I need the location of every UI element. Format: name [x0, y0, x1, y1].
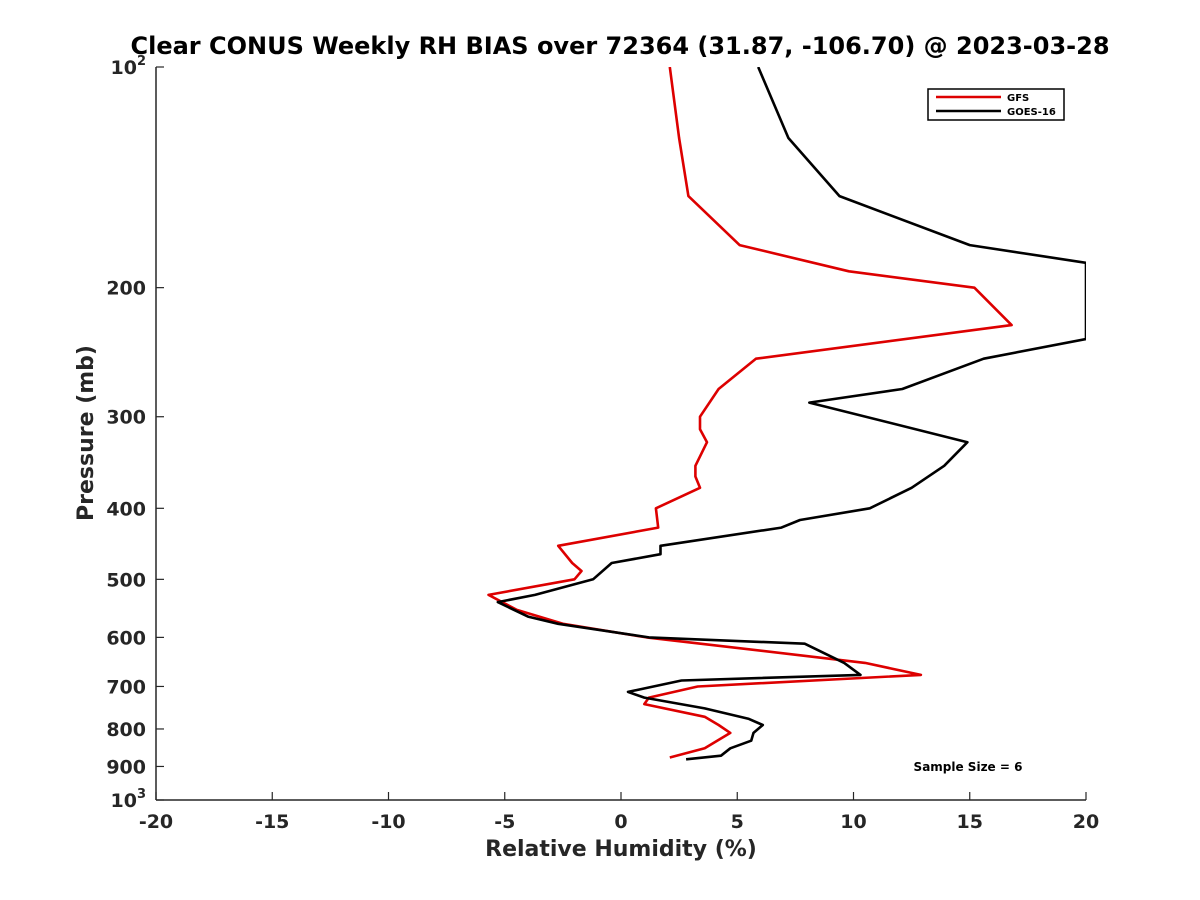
x-axis-label: Relative Humidity (%) [485, 837, 757, 862]
x-tick-label: 0 [614, 811, 627, 833]
y-axis-label: Pressure (mb) [74, 345, 99, 521]
y-tick-label: 103 [111, 787, 147, 812]
legend: GFS GOES-16 [927, 88, 1065, 121]
y-tick-label: 700 [106, 676, 146, 698]
y-tick-label: 600 [106, 627, 146, 649]
x-tick-label: -20 [139, 811, 173, 833]
series-layer [487, 67, 1086, 761]
y-tick-label: 900 [106, 756, 146, 778]
x-tick-label: -10 [371, 811, 405, 833]
legend-label: GOES-16 [1007, 107, 1056, 118]
chart-title: Clear CONUS Weekly RH BIAS over 72364 (3… [130, 32, 1109, 60]
x-tick-label: -5 [494, 811, 515, 833]
series-line-gfs [487, 67, 1013, 759]
x-tick-label: -15 [255, 811, 289, 833]
y-tick-label: 400 [106, 498, 146, 520]
y-ticks: 102 200 300 400 500 600 700 800 900 103 [106, 54, 164, 812]
x-tick-label: 10 [840, 811, 866, 833]
plot-area [155, 67, 1086, 801]
x-tick-label: 15 [957, 811, 983, 833]
x-ticks: -20 -15 -10 -5 0 5 10 15 20 [139, 792, 1099, 833]
sample-size-annotation: Sample Size = 6 [914, 760, 1023, 774]
y-tick-label: 102 [111, 54, 147, 79]
legend-box [927, 88, 1065, 121]
y-tick-label: 800 [106, 719, 146, 741]
y-tick-label: 200 [106, 278, 146, 300]
x-tick-label: 5 [731, 811, 744, 833]
y-tick-label: 500 [106, 569, 146, 591]
x-tick-label: 20 [1073, 811, 1099, 833]
legend-label: GFS [1007, 93, 1029, 104]
y-tick-label: 300 [106, 407, 146, 429]
series-line-goes-16 [496, 67, 1086, 761]
